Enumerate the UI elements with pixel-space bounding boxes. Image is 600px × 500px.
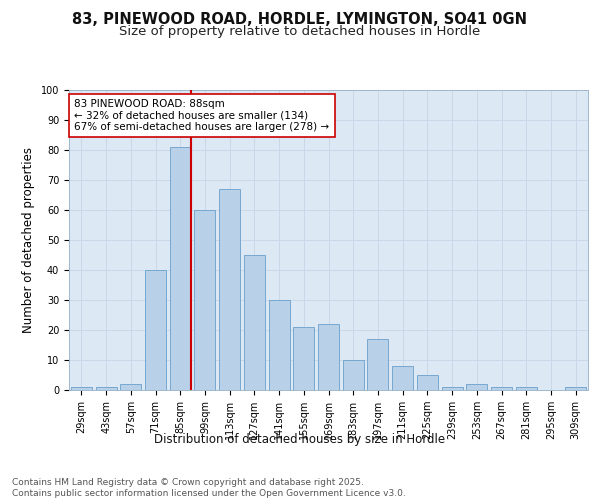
Text: Contains HM Land Registry data © Crown copyright and database right 2025.
Contai: Contains HM Land Registry data © Crown c…	[12, 478, 406, 498]
Text: Size of property relative to detached houses in Hordle: Size of property relative to detached ho…	[119, 25, 481, 38]
Bar	[219, 189, 240, 390]
Bar	[244, 255, 265, 390]
Bar	[95, 387, 116, 390]
Bar	[145, 270, 166, 390]
Bar	[269, 300, 290, 390]
Bar	[466, 384, 487, 390]
Bar	[417, 375, 438, 390]
Bar	[491, 387, 512, 390]
Bar	[516, 387, 537, 390]
Text: 83, PINEWOOD ROAD, HORDLE, LYMINGTON, SO41 0GN: 83, PINEWOOD ROAD, HORDLE, LYMINGTON, SO…	[73, 12, 527, 28]
Text: 83 PINEWOOD ROAD: 88sqm
← 32% of detached houses are smaller (134)
67% of semi-d: 83 PINEWOOD ROAD: 88sqm ← 32% of detache…	[74, 99, 329, 132]
Text: Distribution of detached houses by size in Hordle: Distribution of detached houses by size …	[154, 432, 446, 446]
Bar	[392, 366, 413, 390]
Bar	[170, 147, 191, 390]
Y-axis label: Number of detached properties: Number of detached properties	[22, 147, 35, 333]
Bar	[442, 387, 463, 390]
Bar	[367, 339, 388, 390]
Bar	[194, 210, 215, 390]
Bar	[71, 387, 92, 390]
Bar	[565, 387, 586, 390]
Bar	[318, 324, 339, 390]
Bar	[293, 327, 314, 390]
Bar	[120, 384, 141, 390]
Bar	[343, 360, 364, 390]
